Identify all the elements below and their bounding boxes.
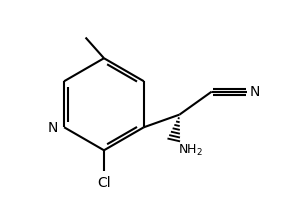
Text: Cl: Cl xyxy=(97,176,111,190)
Text: N: N xyxy=(250,85,260,98)
Text: NH$_2$: NH$_2$ xyxy=(178,143,203,158)
Text: N: N xyxy=(48,121,58,135)
